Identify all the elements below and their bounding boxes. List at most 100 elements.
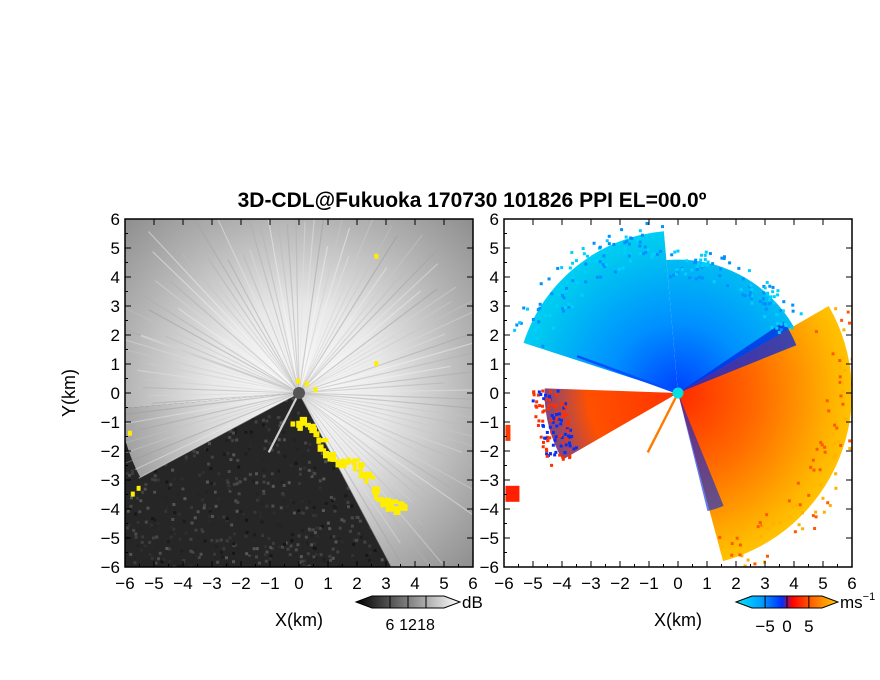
noise-pixel bbox=[231, 551, 235, 555]
velocity-xtick-label: 0 bbox=[673, 574, 682, 593]
flag-pixel bbox=[374, 253, 379, 259]
noise-pixel bbox=[277, 469, 281, 473]
noise-pixel bbox=[245, 530, 249, 534]
velocity-pixel bbox=[525, 307, 529, 311]
noise-pixel bbox=[357, 532, 361, 536]
velocity-pixel bbox=[562, 309, 566, 313]
flag-pixel bbox=[376, 497, 385, 503]
noise-pixel bbox=[296, 411, 300, 415]
noise-pixel bbox=[237, 465, 241, 469]
velocity-xtick-label: −4 bbox=[552, 574, 571, 593]
velocity-pixel bbox=[548, 452, 552, 456]
noise-pixel bbox=[168, 559, 172, 563]
noise-pixel bbox=[271, 504, 275, 508]
velocity-pixel bbox=[703, 253, 707, 257]
noise-pixel bbox=[232, 453, 236, 457]
backscatter-xtick-label: 6 bbox=[468, 574, 477, 593]
noise-pixel bbox=[182, 558, 186, 562]
velocity-pixel bbox=[552, 326, 556, 330]
velocity-pixel bbox=[839, 394, 843, 398]
noise-pixel bbox=[294, 548, 298, 552]
velocity-xtick-label: 6 bbox=[847, 574, 856, 593]
velocity-pixel bbox=[567, 434, 571, 438]
velocity-pixel bbox=[564, 443, 568, 447]
velocity-pixel bbox=[758, 521, 762, 525]
flag-pixel bbox=[330, 455, 337, 462]
backscatter-xtick-label: 5 bbox=[439, 574, 448, 593]
noise-pixel bbox=[182, 519, 186, 523]
velocity-pixel bbox=[801, 527, 805, 531]
noise-pixel bbox=[311, 528, 315, 532]
velocity-pixel bbox=[838, 365, 842, 369]
velocity-pixel bbox=[541, 423, 545, 427]
backscatter-streak bbox=[298, 263, 439, 394]
noise-pixel bbox=[313, 560, 317, 564]
noise-pixel bbox=[202, 506, 206, 510]
noise-pixel bbox=[167, 547, 171, 551]
noise-pixel bbox=[225, 479, 229, 483]
backscatter-streak bbox=[170, 280, 300, 394]
noise-pixel bbox=[231, 439, 235, 443]
velocity-pixel bbox=[779, 309, 783, 313]
velocity-pixel bbox=[561, 415, 565, 419]
noise-pixel bbox=[315, 526, 319, 530]
velocity-pixel bbox=[658, 249, 662, 253]
noise-pixel bbox=[191, 490, 195, 494]
noise-pixel bbox=[319, 553, 323, 557]
noise-pixel bbox=[178, 564, 182, 567]
noise-pixel bbox=[233, 427, 237, 431]
noise-pixel bbox=[331, 556, 335, 560]
velocity-pixel bbox=[549, 390, 553, 394]
velocity-pixel bbox=[562, 296, 566, 300]
velocity-pixel bbox=[644, 250, 648, 254]
noise-pixel bbox=[217, 507, 221, 511]
noise-pixel bbox=[266, 481, 270, 485]
backscatter-streak bbox=[298, 342, 473, 394]
noise-pixel bbox=[157, 478, 161, 482]
velocity-pixel bbox=[737, 266, 741, 270]
velocity-pixel bbox=[695, 265, 699, 269]
velocity-pixel bbox=[833, 420, 837, 424]
velocity-pixel bbox=[553, 405, 557, 409]
noise-pixel bbox=[354, 538, 358, 542]
velocity-pixel bbox=[570, 305, 574, 309]
noise-pixel bbox=[183, 497, 187, 501]
noise-pixel bbox=[132, 528, 136, 532]
noise-pixel bbox=[288, 553, 292, 557]
backscatter-ytick-label: 1 bbox=[111, 355, 120, 374]
velocity-colorbar: −5 0 5 ms−1 bbox=[734, 591, 875, 636]
velocity-pixel bbox=[548, 398, 552, 402]
velocity-pixel bbox=[820, 455, 824, 459]
noise-pixel bbox=[139, 499, 143, 503]
noise-pixel bbox=[212, 523, 216, 527]
velocity-pixel bbox=[796, 481, 800, 485]
velocity-pixel bbox=[537, 419, 541, 423]
lidar-site bbox=[293, 387, 305, 399]
velocity-pixel bbox=[567, 441, 571, 445]
noise-pixel bbox=[207, 462, 211, 466]
velocity-xtick-label: −6 bbox=[494, 574, 513, 593]
noise-pixel bbox=[347, 505, 351, 509]
velocity-pixel bbox=[836, 440, 840, 444]
backscatter-streak bbox=[298, 392, 473, 438]
noise-pixel bbox=[235, 509, 239, 513]
flag-pixel bbox=[364, 471, 373, 479]
backscatter-xtick-label: 4 bbox=[410, 574, 419, 593]
flag-pixel bbox=[371, 487, 377, 492]
noise-pixel bbox=[307, 468, 311, 472]
noise-pixel bbox=[253, 538, 257, 542]
velocity-pixel bbox=[547, 277, 551, 281]
noise-pixel bbox=[312, 471, 316, 475]
noise-pixel bbox=[350, 516, 354, 520]
velocity-pixel bbox=[783, 322, 787, 326]
noise-pixel bbox=[240, 550, 244, 554]
velocity-pixel bbox=[638, 229, 642, 233]
noise-pixel bbox=[318, 486, 322, 490]
velocity-pixel bbox=[550, 292, 554, 296]
velocity-pixel bbox=[555, 393, 559, 397]
backscatter-streak bbox=[298, 371, 473, 394]
noise-pixel bbox=[294, 411, 298, 415]
velocity-pixel bbox=[576, 281, 580, 285]
velocity-pixel bbox=[532, 390, 536, 394]
noise-pixel bbox=[243, 477, 247, 481]
